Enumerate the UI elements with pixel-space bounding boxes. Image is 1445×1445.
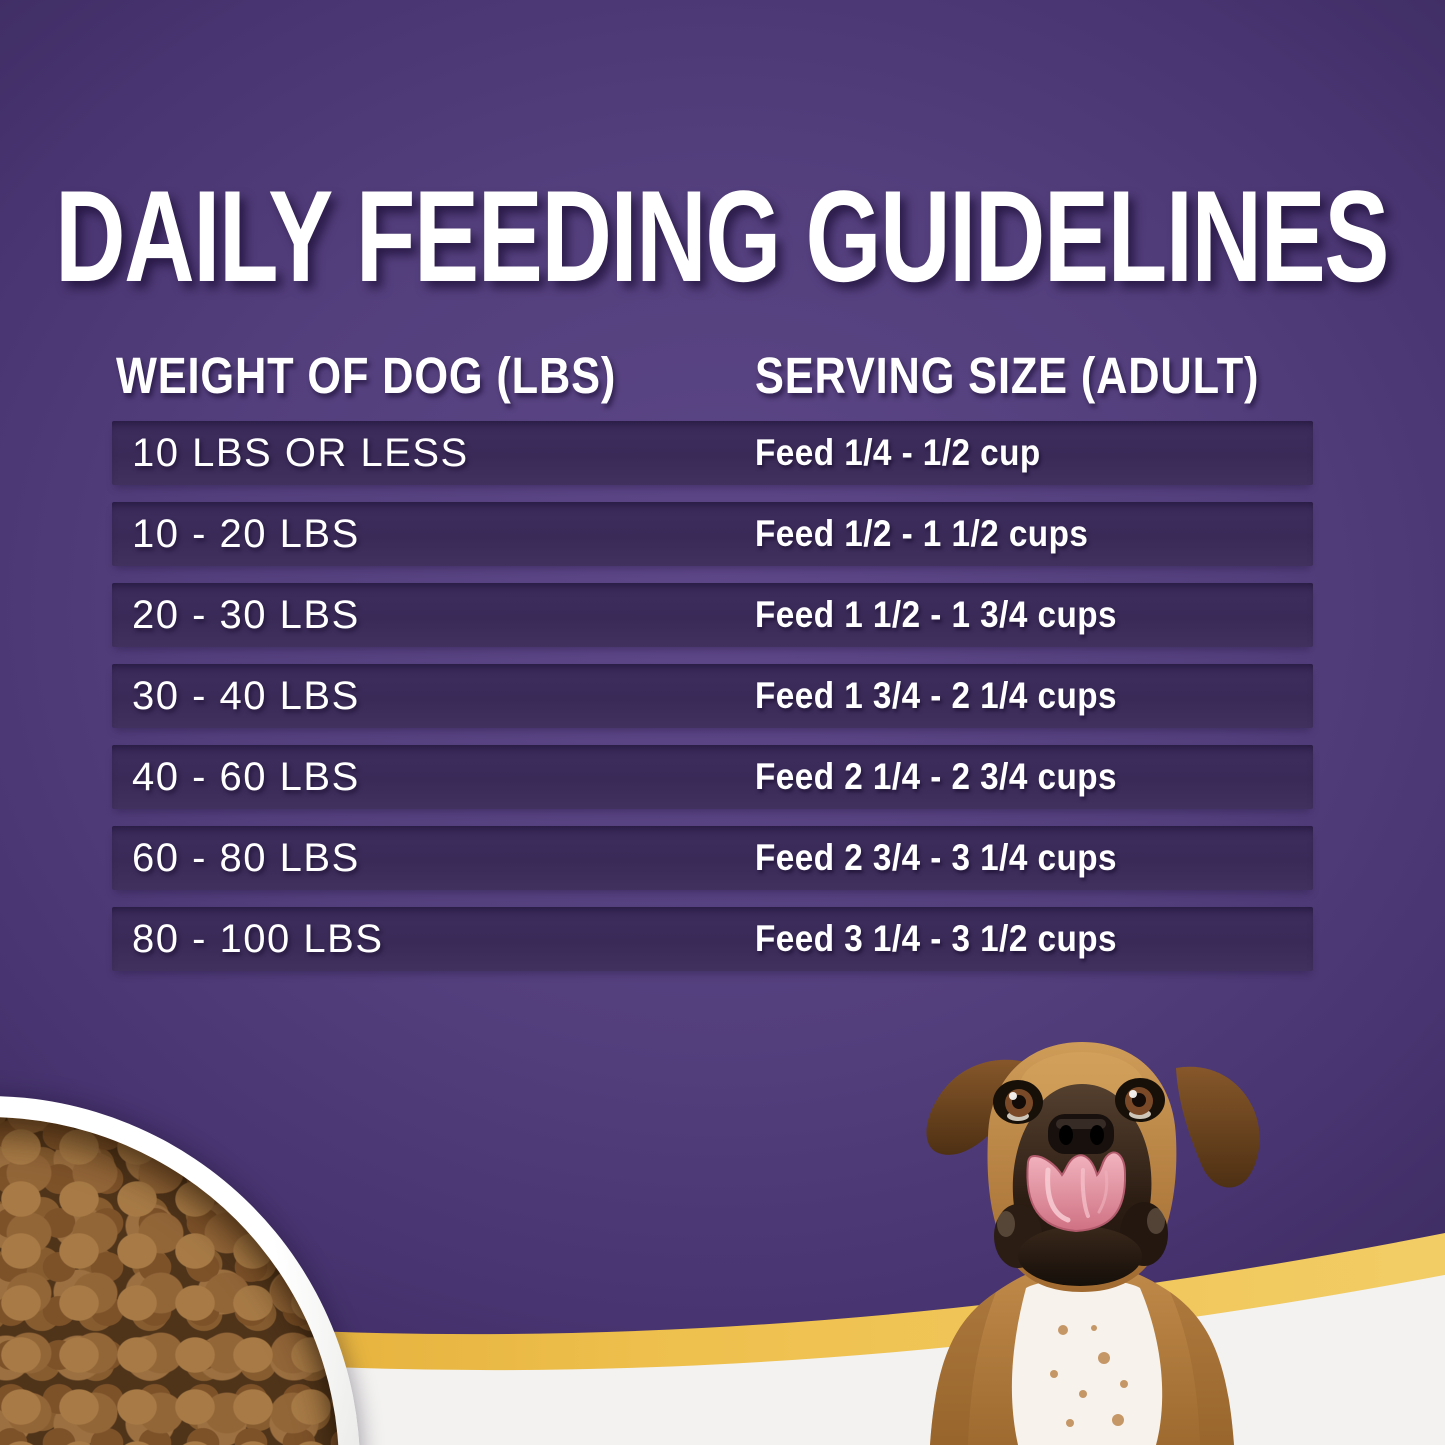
dog-body-shadow-right xyxy=(1170,1292,1234,1445)
weight-cell: 40 - 60 LBS xyxy=(132,755,360,799)
table-row: 20 - 30 LBS Feed 1 1/2 - 1 3/4 cups xyxy=(112,583,1313,647)
dog-right-ear xyxy=(1176,1066,1260,1188)
weight-cell: 60 - 80 LBS xyxy=(132,836,360,880)
dog-jowls xyxy=(994,1202,1168,1286)
table-row: 40 - 60 LBS Feed 2 1/4 - 2 3/4 cups xyxy=(112,745,1313,809)
dog-tongue-highlights xyxy=(1045,1167,1109,1223)
table-row: 60 - 80 LBS Feed 2 3/4 - 3 1/4 cups xyxy=(112,826,1313,890)
column-header-weight: WEIGHT OF DOG (LBS) xyxy=(116,347,617,404)
dog-chest xyxy=(1011,1279,1163,1445)
dog-eyes xyxy=(993,1078,1165,1124)
page-title: DAILY FEEDING GUIDELINES xyxy=(55,163,1388,309)
weight-cell: 80 - 100 LBS xyxy=(132,917,384,961)
weight-cell: 30 - 40 LBS xyxy=(132,674,360,718)
weight-cell: 10 - 20 LBS xyxy=(132,512,360,556)
serving-cell: Feed 3 1/4 - 3 1/2 cups xyxy=(755,918,1118,959)
serving-cell: Feed 1/2 - 1 1/2 cups xyxy=(755,513,1089,554)
boxer-dog-photo xyxy=(926,1042,1260,1445)
dog-chest-speckles xyxy=(1050,1325,1128,1427)
serving-cell: Feed 2 3/4 - 3 1/4 cups xyxy=(755,837,1118,878)
weight-cell: 10 LBS OR LESS xyxy=(132,431,469,475)
serving-cell: Feed 1 1/2 - 1 3/4 cups xyxy=(755,594,1118,635)
weight-cell: 20 - 30 LBS xyxy=(132,593,360,637)
feeding-table: 10 LBS OR LESS Feed 1/4 - 1/2 cup 10 - 2… xyxy=(112,421,1313,988)
table-row: 10 LBS OR LESS Feed 1/4 - 1/2 cup xyxy=(112,421,1313,485)
table-row: 80 - 100 LBS Feed 3 1/4 - 3 1/2 cups xyxy=(112,907,1313,971)
table-header: WEIGHT OF DOG (LBS) SERVING SIZE (ADULT) xyxy=(112,344,1313,408)
serving-cell: Feed 1 3/4 - 2 1/4 cups xyxy=(755,675,1118,716)
dog-left-ear xyxy=(926,1059,1026,1155)
dog-body-shadow-left xyxy=(930,1292,996,1445)
table-row: 30 - 40 LBS Feed 1 3/4 - 2 1/4 cups xyxy=(112,664,1313,728)
serving-cell: Feed 1/4 - 1/2 cup xyxy=(755,432,1041,473)
serving-cell: Feed 2 1/4 - 2 3/4 cups xyxy=(755,756,1118,797)
page-title-wrap: DAILY FEEDING GUIDELINES xyxy=(55,163,1390,309)
dog-nose xyxy=(1048,1114,1114,1154)
table-row: 10 - 20 LBS Feed 1/2 - 1 1/2 cups xyxy=(112,502,1313,566)
column-header-serving: SERVING SIZE (ADULT) xyxy=(755,347,1260,404)
